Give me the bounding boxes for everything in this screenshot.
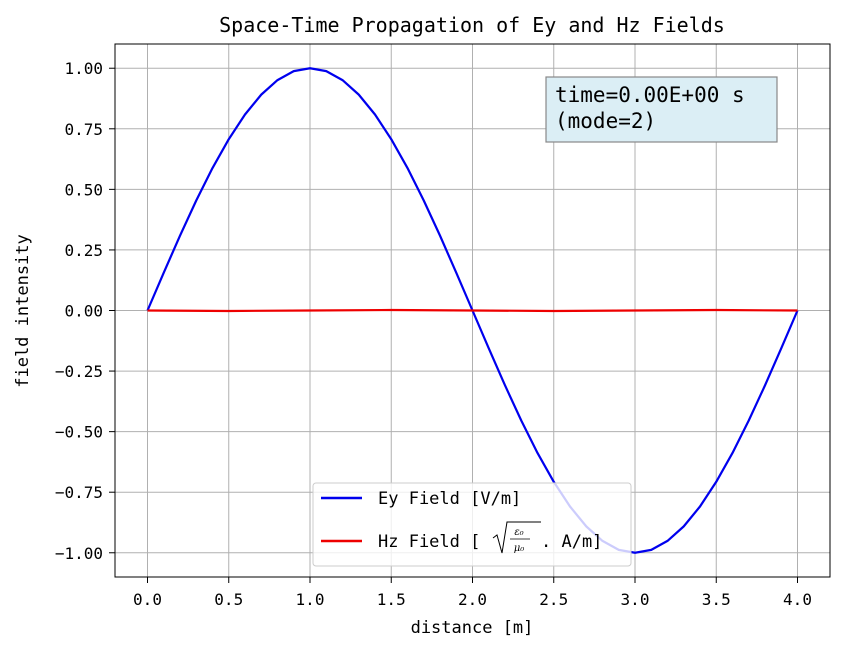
y-tick-label: −1.00: [55, 544, 103, 563]
sqrt-icon: [492, 521, 541, 554]
x-tick-label: 1.0: [296, 590, 325, 609]
legend: Ey Field [V/m] Hz Field [ ε₀ μ₀ . A/m]: [312, 482, 632, 567]
x-tick-label: 3.0: [621, 590, 650, 609]
legend-box: [312, 482, 632, 567]
y-tick-label: 0.75: [64, 120, 103, 139]
y-tick-label: −0.50: [55, 423, 103, 442]
y-tick-label: 1.00: [64, 59, 103, 78]
y-tick-label: 0.00: [64, 302, 103, 321]
x-tick-label: 0.5: [214, 590, 243, 609]
y-tick-label: 0.50: [64, 180, 103, 199]
series-lines: [146, 67, 799, 554]
legend-hz-denominator: μ₀: [514, 543, 525, 554]
x-ticks: 0.0 0.5 1.0 1.5 2.0 2.5 3.0 3.5 4.0: [133, 577, 812, 609]
legend-hz-numerator: ε₀: [514, 527, 523, 538]
x-axis-label: distance [m]: [411, 618, 534, 638]
y-ticks: 1.00 0.75 0.50 0.25 0.00 −0.25 −0.50 −0.75 −1.00: [55, 59, 115, 563]
time-annotation: time=0.00E+00 s (mode=2): [545, 76, 778, 143]
legend-hz-suffix: . A/m]: [541, 532, 602, 552]
x-tick-label: 0.0: [133, 590, 162, 609]
annotation-time: time=0.00E+00 s: [555, 83, 745, 107]
legend-ey-label: Ey Field [V/m]: [378, 489, 521, 509]
legend-hz-prefix: Hz Field [: [378, 532, 480, 552]
x-tick-label: 4.0: [783, 590, 812, 609]
y-tick-label: 0.25: [64, 241, 103, 260]
y-tick-label: −0.25: [55, 362, 103, 381]
y-axis-label: field intensity: [13, 234, 33, 388]
chart-title: Space-Time Propagation of Ey and Hz Fiel…: [219, 13, 725, 37]
annotation-mode: (mode=2): [555, 109, 656, 133]
x-tick-label: 2.0: [458, 590, 487, 609]
hz-series-line: [147, 308, 798, 313]
x-tick-label: 3.5: [702, 590, 731, 609]
y-tick-label: −0.75: [55, 483, 103, 502]
annotation-box: [545, 76, 778, 143]
x-tick-label: 1.5: [377, 590, 406, 609]
x-tick-label: 2.5: [539, 590, 568, 609]
